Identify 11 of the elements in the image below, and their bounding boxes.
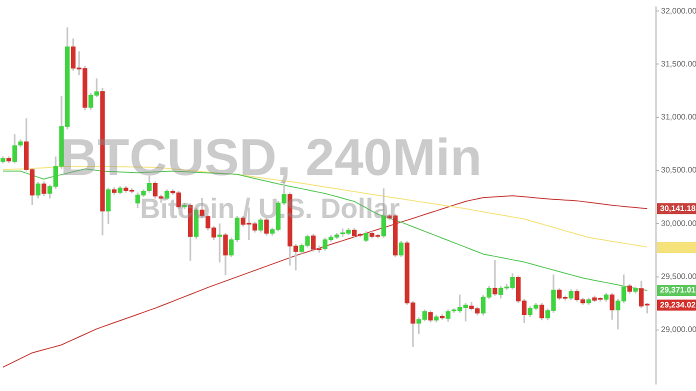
text: 29,234.02 <box>660 300 696 310</box>
y-tick-label: 30,500.00 <box>661 166 696 175</box>
y-tick-label: 29,500.00 <box>661 272 696 282</box>
y-tick-label: 30,000.00 <box>661 218 696 228</box>
y-tick-label: 32,000.00 <box>661 6 696 16</box>
candlestick <box>492 260 498 296</box>
data-label: 29,371.01 <box>660 286 696 295</box>
y-tick-label: 31,500.00 <box>661 59 696 68</box>
y-tick-label: 31,000.00 <box>661 112 696 122</box>
data-label: 30,141.18 <box>660 204 696 213</box>
y-tick-label: 29,000.00 <box>661 325 696 334</box>
